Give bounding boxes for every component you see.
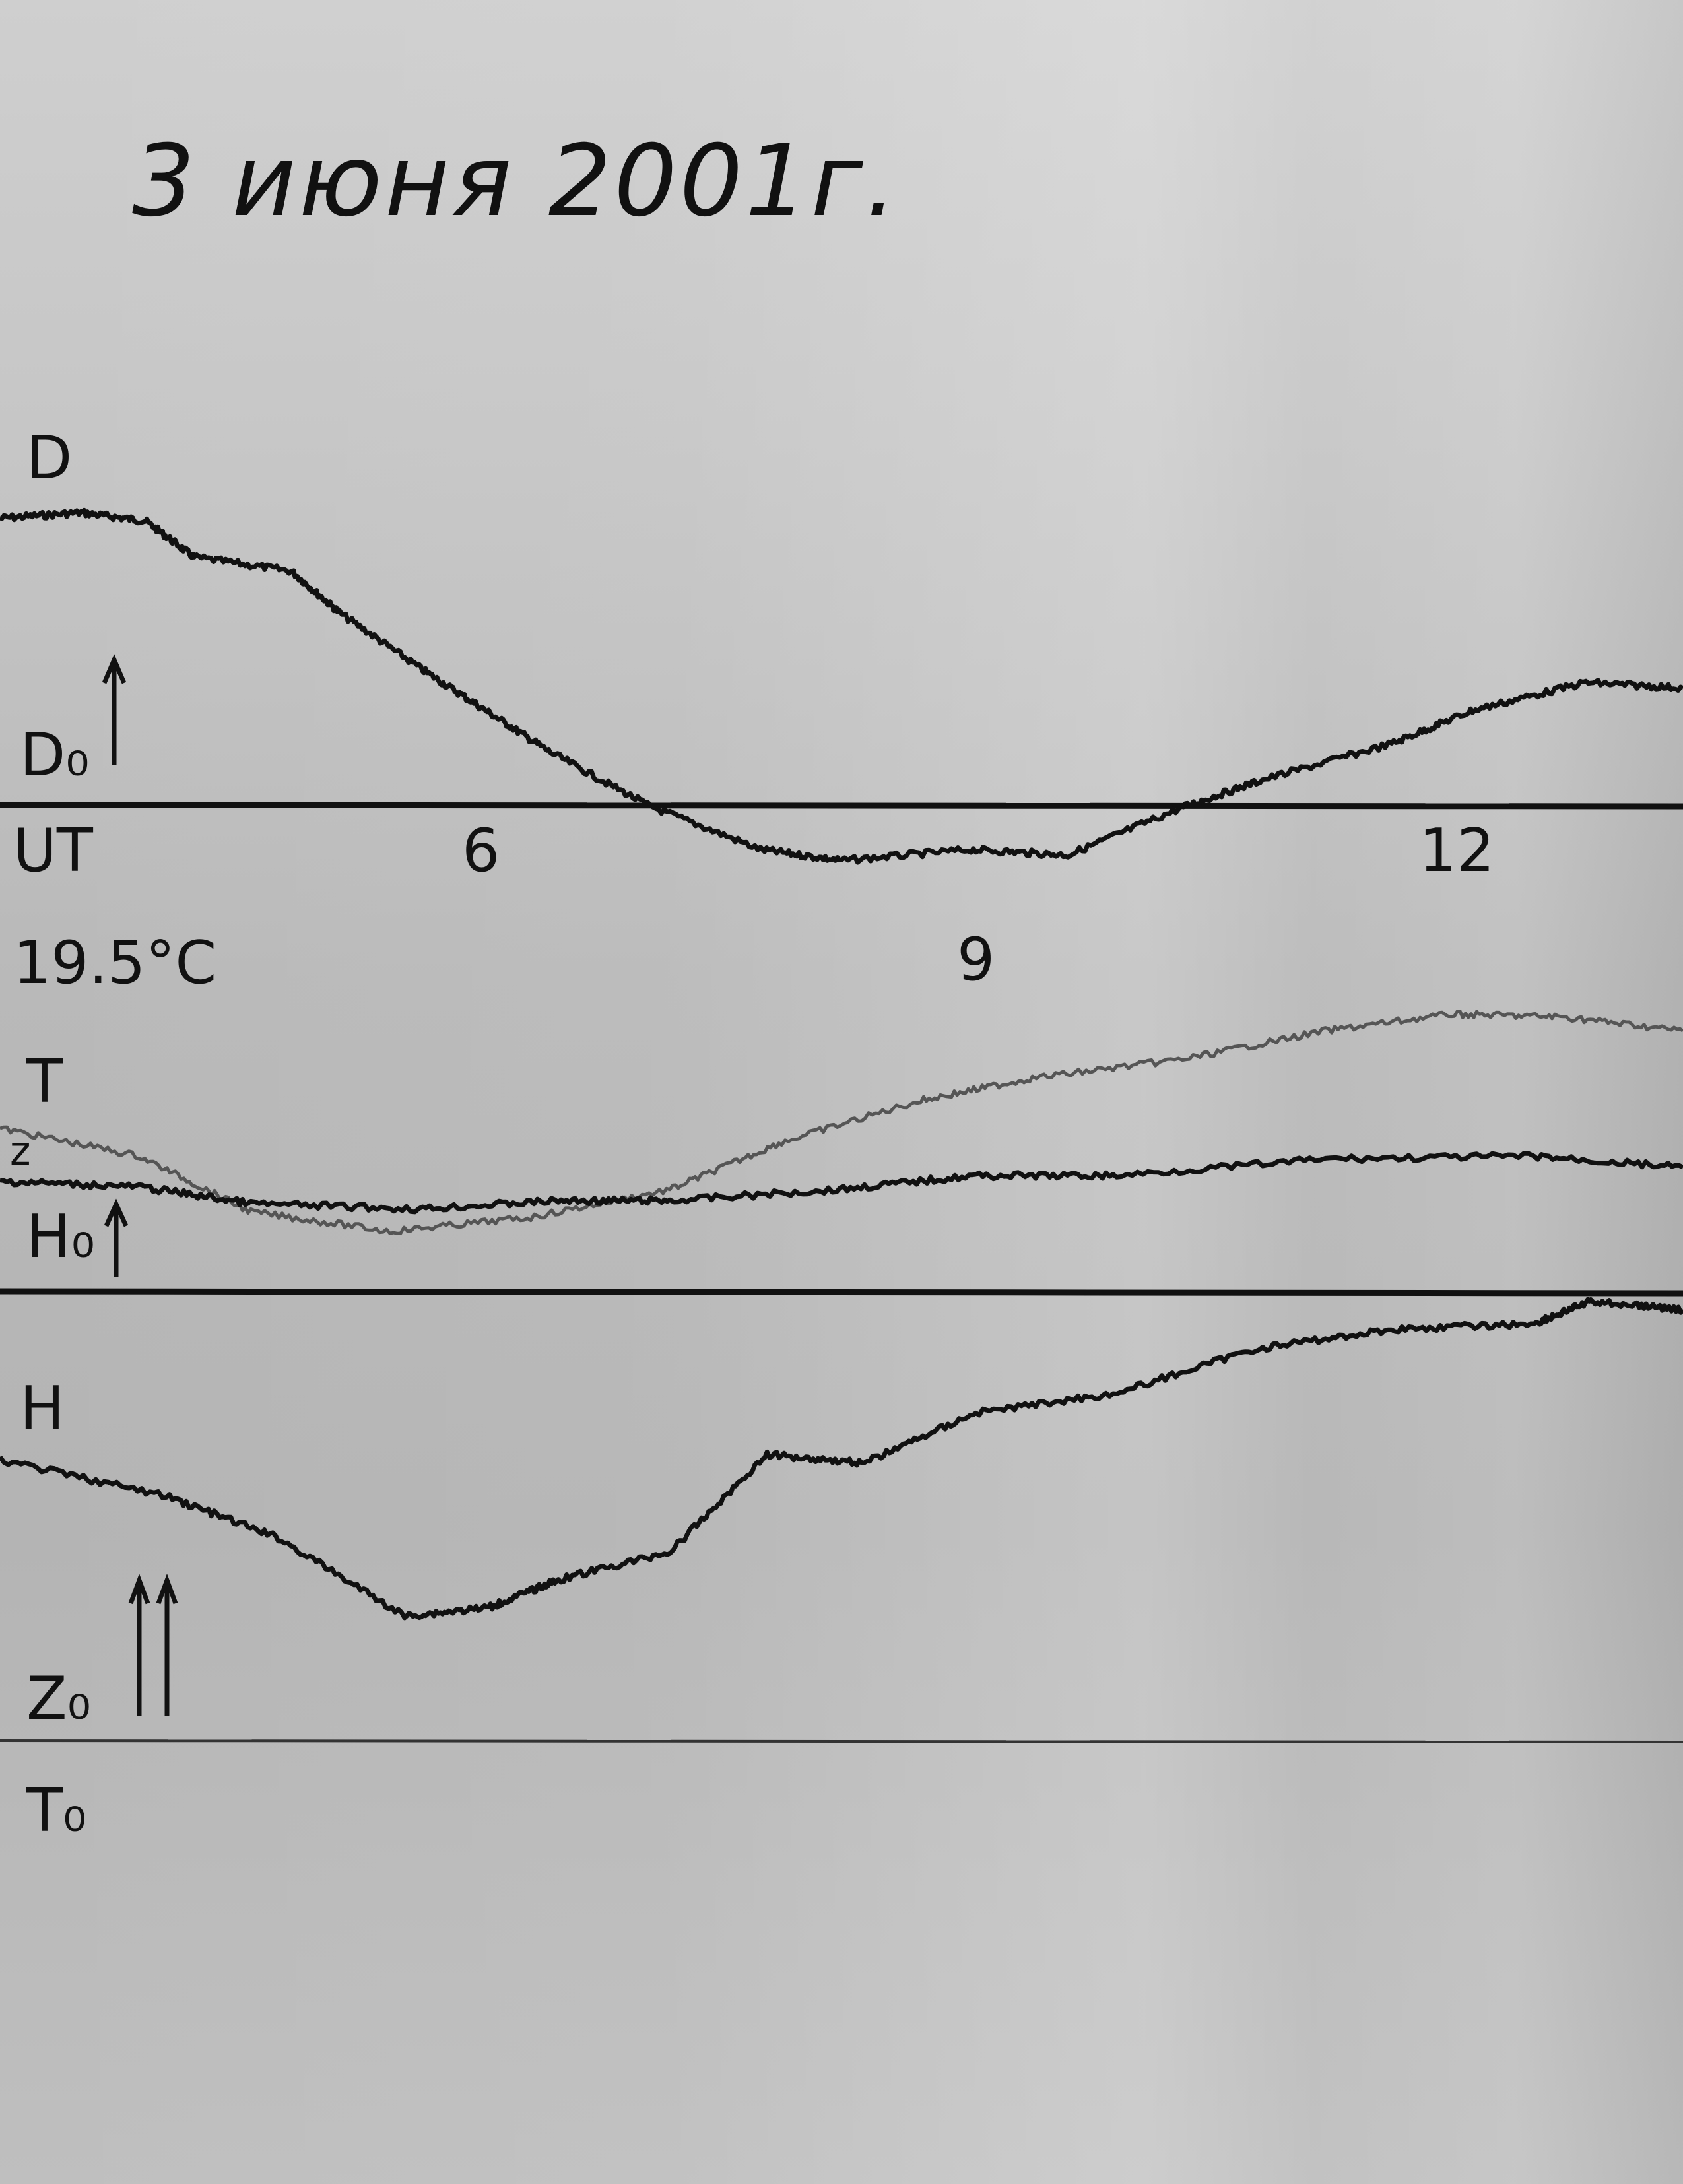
- x-tick-12: 12: [1419, 816, 1495, 885]
- trace-z: [0, 1151, 1683, 1215]
- baseline-d0: [0, 802, 1683, 810]
- baseline-h0: [0, 1288, 1683, 1297]
- trace-h: [0, 1297, 1683, 1621]
- label-z: z: [10, 1128, 31, 1174]
- label-temperature: 19.5°C: [13, 928, 217, 998]
- trace-d: [0, 507, 1683, 865]
- arrow-z0-double-icon: [128, 1573, 178, 1716]
- arrow-h0-icon: [104, 1198, 129, 1277]
- label-t: T: [26, 1047, 63, 1116]
- label-d: D: [26, 424, 73, 493]
- label-d0: D₀: [20, 721, 90, 790]
- chart-title: 3 июня 2001г.: [132, 124, 900, 239]
- label-h: H: [20, 1374, 65, 1443]
- label-h0: H₀: [26, 1202, 95, 1271]
- x-tick-6: 6: [462, 816, 500, 885]
- label-t0: T₀: [26, 1776, 87, 1846]
- x-axis-label-ut: UT: [13, 816, 93, 885]
- trace-t: [0, 1010, 1683, 1235]
- x-tick-9: 9: [957, 925, 995, 994]
- arrow-d0-icon: [102, 654, 127, 765]
- baseline-z0: [0, 1739, 1683, 1743]
- label-z0: Z₀: [26, 1664, 91, 1733]
